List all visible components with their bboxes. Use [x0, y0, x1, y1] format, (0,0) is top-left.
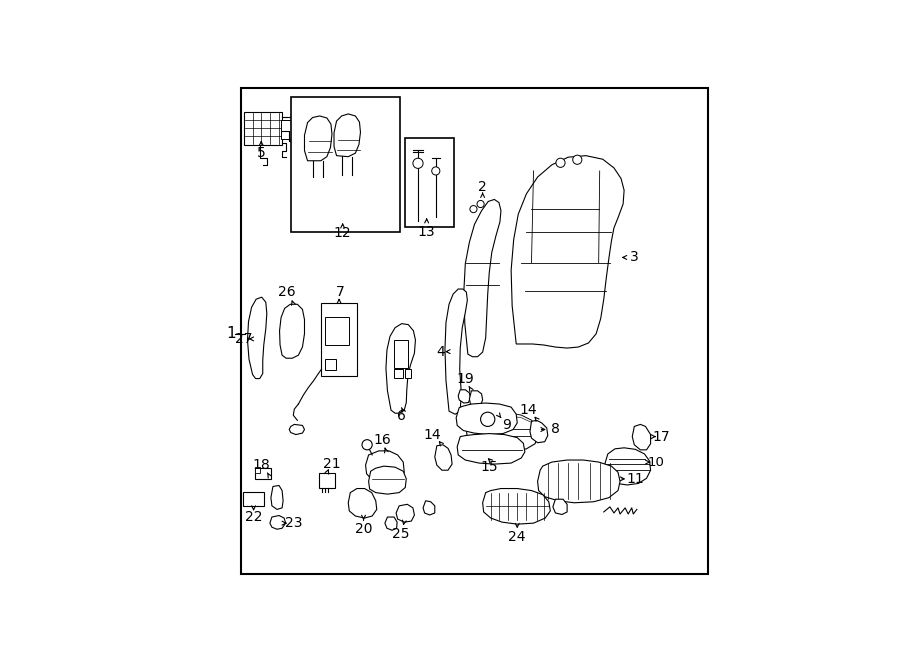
Text: 4: 4 — [436, 344, 446, 359]
Bar — [291, 97, 400, 232]
Text: 9: 9 — [502, 418, 511, 432]
Text: 14: 14 — [424, 428, 442, 442]
Polygon shape — [482, 488, 550, 524]
Polygon shape — [633, 424, 651, 450]
Bar — [405, 138, 454, 227]
Circle shape — [432, 167, 440, 175]
Text: 23: 23 — [284, 516, 302, 530]
Polygon shape — [511, 156, 624, 348]
Text: 6: 6 — [397, 409, 406, 423]
Text: 1: 1 — [227, 327, 236, 341]
Polygon shape — [435, 445, 452, 470]
Text: 3: 3 — [630, 251, 639, 264]
Text: 19: 19 — [456, 371, 474, 385]
Circle shape — [572, 155, 582, 165]
Polygon shape — [553, 499, 567, 514]
Polygon shape — [386, 324, 416, 413]
Bar — [394, 369, 403, 377]
Polygon shape — [470, 391, 482, 406]
Bar — [255, 468, 272, 479]
Text: 2: 2 — [478, 180, 487, 194]
Polygon shape — [469, 412, 537, 437]
Text: 8: 8 — [551, 422, 560, 436]
Bar — [405, 369, 411, 377]
Circle shape — [362, 440, 373, 450]
Bar — [326, 317, 349, 345]
Text: 16: 16 — [374, 433, 392, 447]
Polygon shape — [530, 420, 548, 443]
Polygon shape — [289, 424, 304, 434]
Polygon shape — [348, 488, 377, 518]
Text: 26: 26 — [278, 285, 296, 299]
Text: 7: 7 — [336, 285, 345, 299]
Polygon shape — [334, 114, 361, 157]
Text: 20: 20 — [355, 522, 373, 536]
Circle shape — [556, 158, 565, 167]
Polygon shape — [248, 297, 266, 379]
Bar — [255, 467, 260, 473]
Text: 22: 22 — [245, 510, 262, 524]
Polygon shape — [304, 116, 332, 161]
Polygon shape — [365, 451, 404, 484]
Text: 12: 12 — [334, 226, 352, 240]
Polygon shape — [464, 200, 501, 357]
Circle shape — [481, 412, 495, 426]
Polygon shape — [457, 434, 525, 464]
Polygon shape — [466, 412, 537, 452]
Bar — [319, 473, 335, 488]
Polygon shape — [423, 501, 435, 515]
Polygon shape — [385, 517, 397, 530]
Polygon shape — [456, 403, 518, 434]
Text: 15: 15 — [481, 460, 498, 474]
Polygon shape — [270, 516, 285, 529]
Polygon shape — [271, 485, 284, 510]
Circle shape — [413, 158, 423, 169]
Bar — [394, 340, 409, 368]
Circle shape — [477, 200, 484, 208]
Text: 24: 24 — [508, 530, 526, 545]
Polygon shape — [369, 466, 406, 494]
Polygon shape — [458, 390, 471, 403]
Polygon shape — [445, 289, 467, 414]
Bar — [281, 120, 292, 139]
Text: 11: 11 — [626, 472, 644, 486]
Text: 14: 14 — [519, 403, 537, 417]
Text: 10: 10 — [647, 455, 664, 469]
Text: 17: 17 — [652, 430, 670, 444]
Circle shape — [470, 206, 477, 213]
Bar — [321, 303, 357, 375]
Text: 21: 21 — [323, 457, 340, 471]
Polygon shape — [280, 304, 304, 358]
Polygon shape — [537, 460, 620, 503]
Text: 25: 25 — [392, 527, 410, 541]
Bar — [243, 492, 264, 506]
Bar — [326, 360, 336, 370]
Polygon shape — [605, 447, 651, 485]
Polygon shape — [396, 504, 414, 522]
Polygon shape — [244, 112, 282, 145]
Text: 13: 13 — [418, 225, 436, 239]
Text: 18: 18 — [253, 458, 271, 472]
Text: 5: 5 — [256, 146, 266, 160]
Text: 27: 27 — [235, 332, 252, 346]
